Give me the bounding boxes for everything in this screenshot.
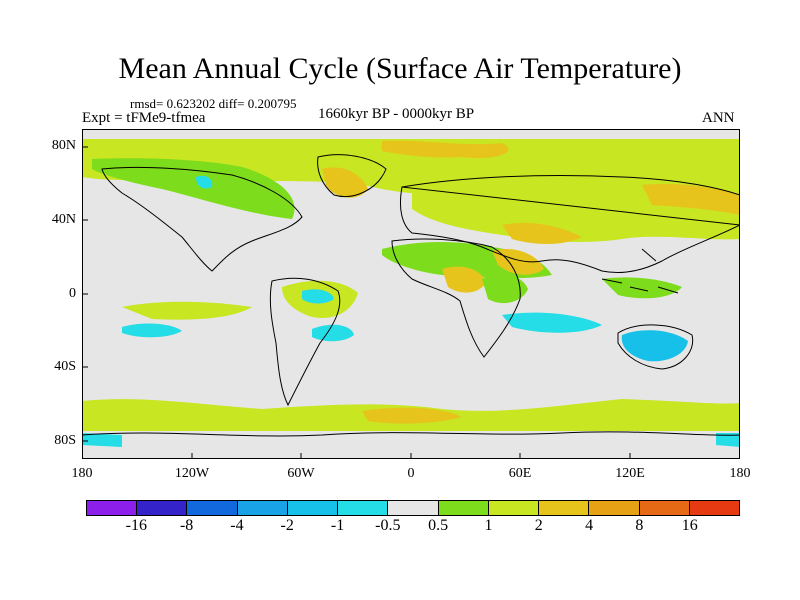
y-tick-0: 0 [69, 286, 76, 301]
anomaly-amazon-cool [302, 289, 334, 304]
colorbar-segment [137, 501, 188, 515]
colorbar-label: 1 [484, 517, 493, 534]
anomaly-north-atlantic-cool [196, 175, 213, 189]
x-tick-180e: 180 [729, 466, 751, 481]
coast-se-asia-islands [601, 248, 679, 294]
anomaly-arabia-warm [492, 249, 544, 275]
colorbar-segment [689, 501, 740, 515]
stats-label: rmsd= 0.623202 diff= 0.200795 [130, 96, 297, 111]
colorbar-segment [287, 501, 339, 515]
anomaly-east-africa [482, 274, 528, 304]
coast-australia [617, 324, 694, 370]
colorbar-label: -16 [125, 517, 147, 534]
period-label: 1660kyr BP - 0000kyr BP [318, 106, 475, 122]
x-tick-0: 0 [407, 466, 415, 481]
x-tick-180w: 180 [71, 466, 93, 481]
colorbar-segment [338, 501, 389, 515]
y-tick-40n: 40N [51, 212, 76, 227]
experiment-label: Expt = tFMe9-tfmea [82, 110, 206, 126]
anomaly-tropical-pacific [122, 301, 252, 320]
anomaly-arctic-warm [382, 140, 509, 159]
anomaly-southern-ocean-warm [362, 407, 462, 424]
x-tick-120w: 120W [174, 466, 210, 481]
anomaly-africa-interior [442, 266, 486, 293]
colorbar-label: -2 [280, 517, 294, 534]
coast-africa [391, 238, 521, 358]
anomaly-regions [82, 139, 740, 447]
colorbar-segment [388, 501, 439, 515]
chart-title: Mean Annual Cycle (Surface Air Temperatu… [118, 52, 682, 85]
coast-greenland [317, 154, 387, 197]
colorbar [86, 500, 740, 516]
anomaly-siberia-warm [642, 183, 740, 215]
coast-north-america [101, 166, 303, 272]
colorbar-label: 0.5 [428, 517, 449, 534]
y-tick-40s: 40S [54, 359, 76, 374]
coastlines [82, 154, 740, 437]
anomaly-australia-cool [621, 330, 688, 362]
y-tick-80n: 80N [51, 138, 76, 153]
coast-antarctica [82, 431, 740, 437]
x-tick-120e: 120E [615, 466, 645, 481]
season-label: ANN [702, 110, 735, 126]
anomaly-map [82, 129, 740, 459]
coast-south-america [269, 277, 341, 407]
colorbar-label: 2 [534, 517, 543, 534]
colorbar-label: 4 [585, 517, 594, 534]
y-tick-80s: 80S [54, 433, 76, 448]
anomaly-south-indian-cool [502, 312, 602, 333]
colorbar-segment [187, 501, 238, 515]
axis-ticks [82, 146, 631, 459]
colorbar-label: -0.5 [375, 517, 401, 534]
colorbar-segment [639, 501, 690, 515]
colorbar-segment [539, 501, 590, 515]
x-tick-60e: 60E [508, 466, 532, 481]
colorbar-label: -8 [179, 517, 194, 534]
anomaly-greenland-warm [322, 167, 368, 198]
colorbar-label: -4 [230, 517, 244, 534]
colorbar-segment [589, 501, 640, 515]
coast-eurasia [399, 174, 740, 274]
anomaly-northamerica-green [92, 158, 295, 219]
anomaly-south-pacific-cool [122, 323, 182, 338]
colorbar-segment [237, 501, 288, 515]
colorbar-segment [87, 501, 138, 515]
colorbar-label: 16 [681, 517, 698, 534]
anomaly-antarctic-cool [82, 433, 122, 447]
anomaly-antarctic-cool-east [716, 433, 740, 447]
colorbar-segment [488, 501, 540, 515]
x-tick-60w: 60W [287, 466, 315, 481]
colorbar-label: -1 [330, 517, 345, 534]
colorbar-segment [438, 501, 489, 515]
map-panel [82, 129, 740, 459]
colorbar-label: 8 [635, 517, 644, 534]
anomaly-south-atlantic-cool [312, 324, 354, 342]
anomaly-central-asia-warm [502, 222, 582, 244]
